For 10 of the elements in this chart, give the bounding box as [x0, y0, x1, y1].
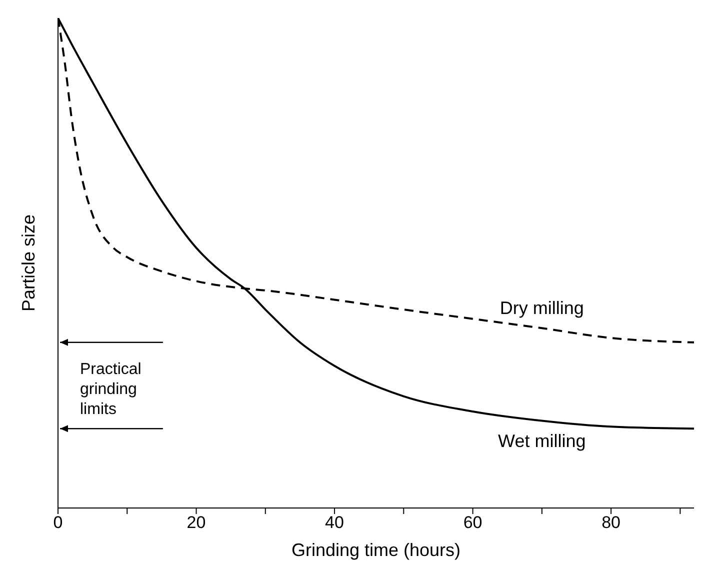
y-axis-title: Particle size: [18, 214, 38, 312]
series-label: Wet milling: [498, 430, 586, 451]
x-tick-label: 80: [602, 513, 621, 532]
x-tick-label: 20: [186, 513, 206, 532]
x-tick-label: 0: [53, 513, 63, 532]
x-axis-title: Grinding time (hours): [291, 540, 461, 560]
series-label: Dry milling: [500, 298, 584, 318]
x-tick-label: 40: [325, 513, 344, 532]
annotation: Practical grinding limits: [80, 361, 142, 418]
x-tick-label: 60: [463, 513, 482, 532]
